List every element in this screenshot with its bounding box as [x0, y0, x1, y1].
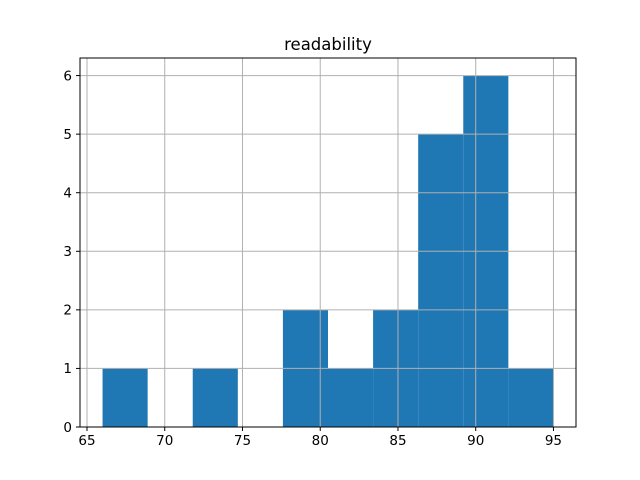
y-tick-label: 3 [63, 244, 72, 260]
chart-title: readability [284, 35, 372, 54]
x-tick-label: 90 [467, 433, 484, 449]
histogram-bar [102, 368, 148, 427]
x-tick-label: 95 [545, 433, 562, 449]
histogram-bar [508, 368, 554, 427]
histogram-bar [418, 134, 464, 427]
plot-border [79, 57, 577, 428]
histogram-bar [328, 368, 374, 427]
y-tick-label: 4 [63, 186, 72, 202]
grid-layer [80, 58, 576, 428]
y-tick-label: 2 [63, 303, 72, 319]
labels-layer: 65 70 75 80 85 90 95 0 1 2 3 4 5 6 [63, 68, 562, 449]
histogram-bar [192, 368, 238, 427]
x-tick-label: 80 [312, 433, 329, 449]
axes-layer [76, 57, 577, 431]
y-tick-label: 0 [63, 420, 72, 436]
x-tick-label: 85 [389, 433, 406, 449]
y-tick-label: 5 [63, 127, 72, 143]
y-tick-label: 6 [63, 68, 72, 84]
x-tick-label: 65 [78, 433, 95, 449]
x-tick-label: 70 [156, 433, 173, 449]
y-tick-label: 1 [63, 361, 72, 377]
x-tick-label: 75 [234, 433, 251, 449]
